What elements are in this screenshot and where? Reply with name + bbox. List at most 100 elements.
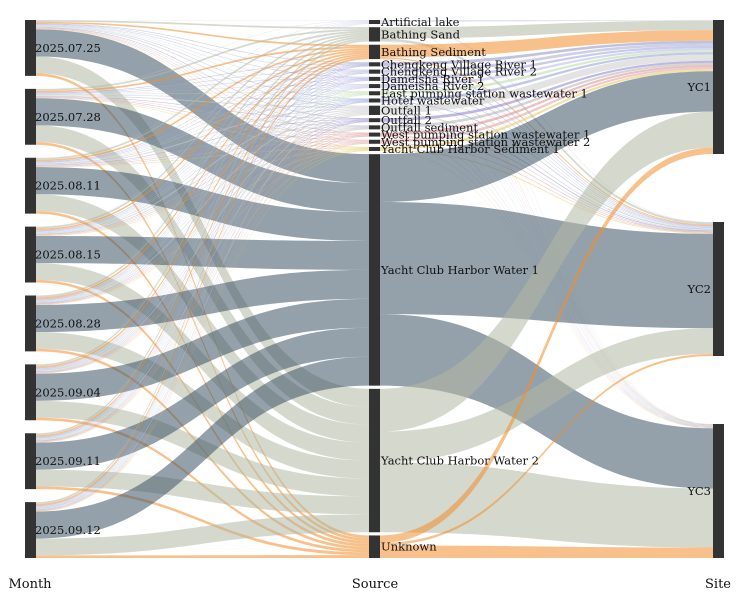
link-hotel-wastewater-yc1 [380, 52, 713, 102]
label-source-chengkeng-village-river-2: Chengkeng Village River 2 [381, 65, 537, 79]
link-east-pumping-station-wastewater-1-yc1 [380, 50, 713, 95]
link-2025-09-12-artificial-lake [36, 23, 369, 503]
link-2025-09-04-east-pumping-station-wastewater-1 [36, 93, 369, 371]
link-chengkeng-village-river-2-yc1 [380, 43, 713, 73]
link-2025-09-04-artificial-lake [36, 22, 369, 365]
link-2025-09-11-dameisha-river-1 [36, 79, 369, 439]
link-yacht-club-harbor-water-2-yc3 [380, 462, 713, 548]
link-2025-08-28-bathing-sand [36, 34, 369, 298]
link-unknown-yc2 [380, 353, 713, 546]
link-2025-07-25-west-pumping-station-wastewater-1 [36, 28, 369, 134]
link-2025-09-04-west-pumping-station-wastewater-1 [36, 135, 369, 373]
link-2025-07-25-yacht-club-harbor-sediment-1 [36, 28, 369, 148]
node-site-yc2 [713, 222, 724, 356]
link-2025-08-15-artificial-lake [36, 21, 369, 227]
link-2025-08-11-chengkeng-village-river-2 [36, 70, 369, 163]
link-2025-09-11-outfall-1 [36, 112, 369, 441]
link-2025-09-12-dameisha-river-1 [36, 80, 369, 508]
label-site-yc1: YC1 [686, 80, 711, 94]
link-dameisha-river-2-yc2 [380, 86, 713, 229]
node-source-hotel-wastewater [369, 98, 380, 103]
link-2025-09-04-dameisha-river-1 [36, 79, 369, 370]
link-2025-09-12-outfall-2 [36, 121, 369, 510]
link-outfall-1-yc2 [380, 113, 713, 231]
link-2025-07-28-outfall-sediment [36, 96, 369, 127]
link-bathing-sand-yc1 [380, 20, 713, 39]
link-2025-08-15-east-pumping-station-wastewater-1 [36, 92, 369, 233]
link-2025-09-12-chengkeng-village-river-1 [36, 65, 369, 507]
link-2025-09-04-bathing-sediment [36, 53, 369, 368]
link-unknown-yc1 [380, 147, 713, 544]
link-2025-08-11-dameisha-river-1 [36, 77, 369, 163]
link-2025-09-11-east-pumping-station-wastewater-1 [36, 94, 369, 440]
link-2025-09-11-yacht-club-harbor-sediment-1 [36, 149, 369, 443]
node-month-2025-09-12 [25, 502, 36, 558]
link-2025-07-25-bathing-sediment [36, 21, 369, 47]
link-2025-07-25-yacht-club-harbor-water-2 [36, 56, 369, 407]
link-2025-08-11-chengkeng-village-river-1 [36, 63, 369, 162]
link-2025-09-04-outfall-1 [36, 111, 369, 372]
link-2025-09-12-unknown [36, 555, 369, 558]
link-2025-07-25-dameisha-river-1 [36, 24, 369, 78]
link-2025-08-28-chengkeng-village-river-1 [36, 64, 369, 300]
label-source-hotel-wastewater: Hotel wastewater [381, 93, 485, 107]
label-month-2025-09-12: 2025.09.12 [35, 523, 101, 537]
link-2025-08-28-west-pumping-station-wastewater-1 [36, 134, 369, 305]
link-2025-09-11-artificial-lake [36, 23, 369, 434]
link-2025-08-15-outfall-2 [36, 119, 369, 235]
link-2025-07-28-hotel-wastewater [36, 94, 369, 100]
node-source-chengkeng-village-river-2 [369, 69, 380, 74]
link-2025-08-15-bathing-sand [36, 32, 369, 229]
link-2025-09-04-yacht-club-harbor-sediment-1 [36, 149, 369, 374]
link-hotel-wastewater-yc2 [380, 101, 713, 230]
link-2025-09-11-unknown [36, 486, 369, 556]
link-2025-08-11-yacht-club-harbor-water-1 [36, 167, 369, 241]
link-outfall-sediment-yc1 [380, 62, 713, 129]
axis-label-month: Month [8, 577, 52, 592]
axis-label-site: Site [705, 577, 731, 592]
link-2025-09-11-yacht-club-harbor-water-2 [36, 469, 369, 515]
link-2025-07-28-west-pumping-station-wastewater-1 [36, 96, 369, 134]
link-yacht-club-harbor-sediment-1-yc1 [380, 69, 713, 150]
link-2025-09-12-bathing-sand [36, 39, 369, 504]
link-2025-09-12-dameisha-river-2 [36, 87, 369, 508]
link-2025-09-11-hotel-wastewater [36, 101, 369, 440]
link-2025-08-15-dameisha-river-1 [36, 78, 369, 232]
link-2025-09-12-hotel-wastewater [36, 101, 369, 509]
link-2025-08-11-yacht-club-harbor-water-2 [36, 194, 369, 443]
node-source-bathing-sediment [369, 44, 380, 60]
node-source-yacht-club-harbor-sediment-1 [369, 146, 380, 151]
link-2025-07-28-artificial-lake [36, 20, 369, 90]
link-2025-07-28-east-pumping-station-wastewater-1 [36, 91, 369, 95]
link-2025-09-11-west-pumping-station-wastewater-1 [36, 135, 369, 442]
link-2025-09-11-chengkeng-village-river-1 [36, 65, 369, 438]
link-2025-07-25-east-pumping-station-wastewater-1 [36, 25, 369, 92]
link-2025-08-28-bathing-sediment [36, 51, 369, 300]
node-month-2025-07-28 [25, 88, 36, 145]
link-2025-09-11-west-pumping-station-wastewater-2 [36, 142, 369, 443]
label-source-yacht-club-harbor-water-1: Yacht Club Harbor Water 1 [380, 263, 539, 277]
link-artificial-lake-yc1 [380, 20, 713, 22]
link-2025-07-25-artificial-lake [36, 20, 369, 21]
node-source-west-pumping-station-wastewater-1 [369, 132, 380, 137]
link-2025-08-28-dameisha-river-1 [36, 78, 369, 301]
label-source-east-pumping-station-wastewater-1: East pumping station wastewater 1 [381, 86, 588, 100]
link-2025-08-28-west-pumping-station-wastewater-2 [36, 141, 369, 305]
link-outfall-1-yc1 [380, 54, 713, 114]
link-2025-07-28-outfall-1 [36, 95, 369, 108]
link-2025-07-28-outfall-2 [36, 96, 369, 120]
link-2025-08-28-outfall-sediment [36, 127, 369, 304]
link-2025-07-25-hotel-wastewater [36, 25, 369, 99]
link-2025-07-28-dameisha-river-1 [36, 77, 369, 94]
link-2025-08-28-chengkeng-village-river-2 [36, 71, 369, 300]
link-2025-08-28-artificial-lake [36, 22, 369, 296]
link-2025-09-12-yacht-club-harbor-sediment-1 [36, 150, 369, 512]
link-2025-09-12-bathing-sediment [36, 57, 369, 506]
link-2025-08-11-unknown [36, 210, 369, 544]
link-2025-08-15-yacht-club-harbor-sediment-1 [36, 148, 369, 236]
link-2025-08-11-outfall-sediment [36, 126, 369, 166]
label-month-2025-07-28: 2025.07.28 [35, 110, 101, 124]
link-2025-08-11-bathing-sand [36, 30, 369, 160]
node-source-dameisha-river-1 [369, 76, 380, 81]
